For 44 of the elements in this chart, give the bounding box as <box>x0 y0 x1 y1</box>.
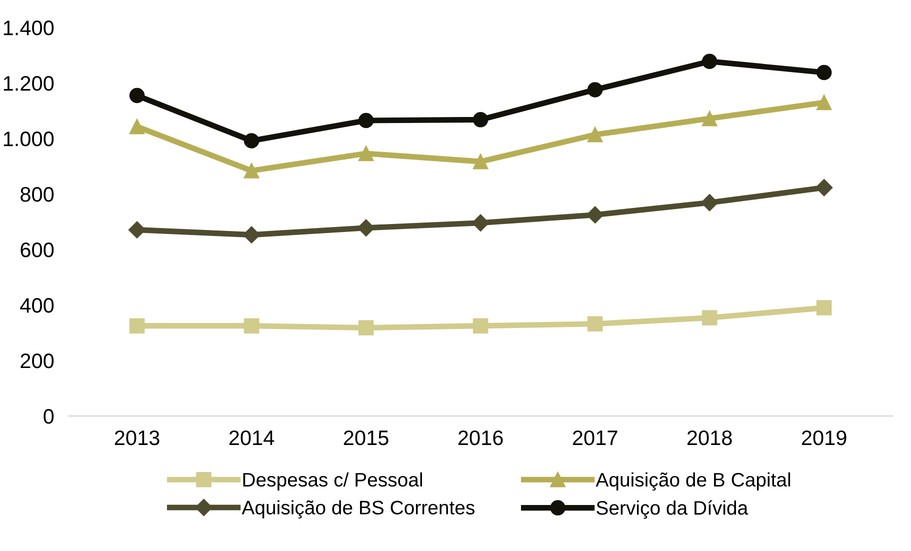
point <box>358 146 374 162</box>
point <box>587 82 603 98</box>
point <box>472 154 488 170</box>
point <box>586 206 604 224</box>
point <box>816 300 832 316</box>
x-tick-label: 2015 <box>344 430 388 446</box>
point <box>129 118 145 134</box>
point <box>358 112 374 128</box>
legend-label: Aquisição de BS Correntes <box>242 500 474 518</box>
point <box>816 179 833 196</box>
x-tick-label: 2019 <box>802 430 846 446</box>
point <box>472 112 488 128</box>
point <box>701 194 718 212</box>
y-tick-label: 1.000 <box>4 132 54 146</box>
point <box>816 64 832 80</box>
point <box>472 318 488 334</box>
x-tick-label: 2014 <box>229 430 274 446</box>
point <box>816 94 832 110</box>
y-tick-label: 800 <box>20 187 54 202</box>
point <box>244 318 260 334</box>
legend-label: Despesas c/ Pessoal <box>243 472 422 490</box>
x-tick-label: 2017 <box>572 430 618 446</box>
point <box>244 133 260 148</box>
point <box>702 310 718 326</box>
point <box>244 163 260 178</box>
y-tick-label: 1.200 <box>4 76 54 91</box>
y-tick-label: 1.400 <box>4 20 54 36</box>
point <box>129 318 145 334</box>
point <box>129 88 145 104</box>
y-tick-label: 400 <box>20 298 54 313</box>
legend-label: Serviço da Dívida <box>596 500 748 519</box>
x-tick-label: 2018 <box>687 430 732 446</box>
y-tick-label: 200 <box>20 354 54 368</box>
point <box>702 54 718 70</box>
y-tick-label: 0 <box>44 409 54 424</box>
point <box>702 110 718 126</box>
legend-label: Aquisição de B Capital <box>596 472 790 491</box>
point <box>358 320 374 336</box>
point <box>587 127 603 142</box>
point <box>472 214 490 232</box>
y-tick-label: 600 <box>20 242 54 258</box>
point <box>587 316 603 332</box>
x-tick-label: 2013 <box>114 430 160 446</box>
x-tick-label: 2016 <box>458 430 503 446</box>
